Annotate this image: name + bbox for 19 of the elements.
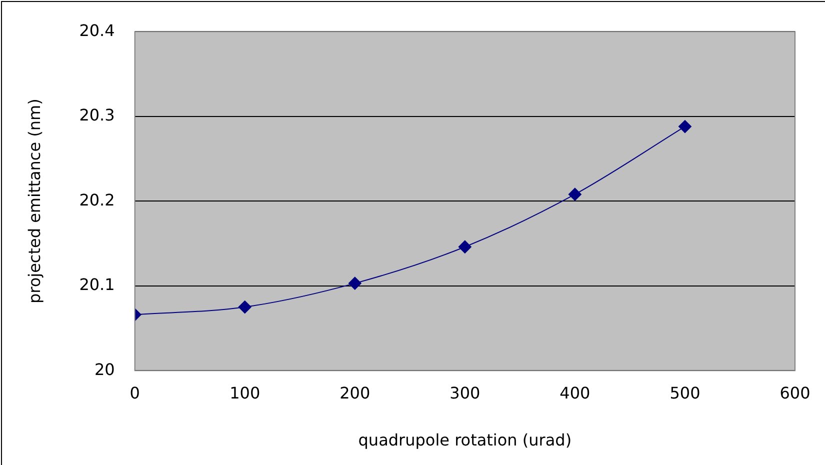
point: [678, 120, 692, 134]
y-tick-label: 20.3: [79, 106, 115, 125]
y-axis-title: projected emittance (nm): [24, 98, 44, 304]
x-tick-label: 300: [450, 383, 480, 402]
point: [458, 240, 472, 254]
point: [238, 300, 252, 314]
x-tick-label: 200: [340, 383, 370, 402]
x-tick-label: 600: [780, 383, 810, 402]
y-tick-label: 20.1: [79, 275, 115, 294]
x-tick-label: 400: [560, 383, 590, 402]
y-tick-label: 20.4: [79, 20, 115, 40]
x-axis-title: quadrupole rotation (urad): [358, 430, 572, 450]
y-tick-label: 20.2: [79, 190, 115, 210]
x-tick-label: 100: [230, 383, 260, 402]
x-tick-label: 500: [670, 383, 700, 402]
x-tick-label: 0: [130, 383, 140, 402]
point: [348, 276, 362, 290]
y-tick-label: 20: [94, 360, 115, 379]
point: [568, 188, 582, 201]
